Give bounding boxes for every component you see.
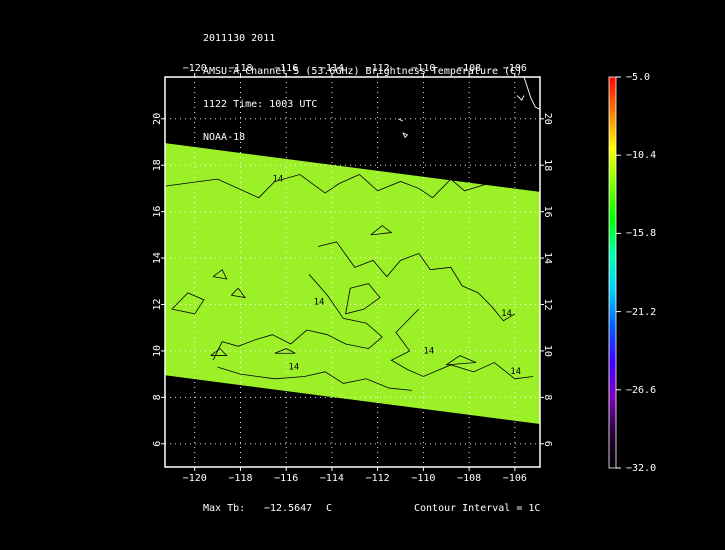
- lon-tick-label-bottom: −108: [457, 473, 481, 484]
- lon-tick-label-bottom: −112: [366, 473, 390, 484]
- lat-tick-label-left: 18: [152, 159, 163, 171]
- contour-line: [390, 308, 534, 380]
- header-time: 1122 Time: 1003 UTC: [203, 99, 318, 110]
- lat-tick-label-left: 20: [152, 113, 163, 125]
- lon-tick-label-bottom: −116: [274, 473, 298, 484]
- lat-tick-label-right: 20: [542, 113, 553, 125]
- contour-label: 14: [501, 309, 512, 319]
- lon-tick-label-top: −112: [366, 63, 390, 74]
- lon-tick-label-bottom: −110: [411, 473, 435, 484]
- lon-tick-label-bottom: −106: [503, 473, 527, 484]
- lat-tick-label-right: 12: [542, 298, 553, 310]
- brightness-swath: [165, 143, 540, 425]
- contour-line: [171, 292, 205, 315]
- lat-tick-label-left: 10: [152, 345, 163, 357]
- contour-line: [212, 269, 228, 280]
- coastline-segment: [523, 77, 540, 110]
- lon-tick-label-top: −116: [274, 63, 298, 74]
- colorbar-label-5: −26.6: [626, 385, 657, 396]
- contour-line: [231, 287, 246, 299]
- contour-label: 14: [272, 174, 283, 184]
- coastline-segment: [516, 95, 525, 101]
- axis-ticks: −120 −120 −118 −118 −116 −116 −114 −114 −112 −112…: [152, 63, 553, 484]
- lon-tick-label-bottom: −114: [320, 473, 344, 484]
- lat-tick-label-right: 16: [542, 206, 553, 218]
- lat-tick-label-right: 18: [542, 159, 553, 171]
- lon-tick-label-top: −118: [228, 63, 252, 74]
- lat-tick-label-right: 8: [542, 394, 553, 400]
- contour-line: [345, 283, 381, 315]
- lat-tick-label-left: 12: [152, 298, 163, 310]
- contour-line: [165, 174, 433, 199]
- contour-label: 14: [288, 363, 299, 373]
- contour-line: [212, 274, 383, 361]
- lon-tick-label-top: −110: [411, 63, 435, 74]
- lon-tick-label-top: −108: [457, 63, 481, 74]
- contour-line: [217, 366, 412, 391]
- lat-tick-label-left: 14: [152, 252, 163, 264]
- lat-tick-label-right: 6: [542, 441, 553, 447]
- lat-tick-label-right: 10: [542, 345, 553, 357]
- contour-lines: 14 14 14 14 14 14: [165, 174, 534, 391]
- island-outline: [398, 118, 404, 122]
- lat-lon-grid: [165, 77, 540, 467]
- lon-tick-label-top: −106: [503, 63, 527, 74]
- map-header: 2011130 2011 AMSU-A Channel 5 (53.6GHz) …: [203, 11, 522, 154]
- contour-label: 14: [314, 298, 325, 308]
- contour-line: [210, 348, 228, 356]
- colorbar-label-6: −32.0: [626, 463, 657, 474]
- lon-tick-label-bottom: −118: [228, 473, 252, 484]
- contour-line: [432, 178, 488, 198]
- lat-tick-label-left: 6: [152, 441, 163, 447]
- header-product: AMSU-A Channel 5 (53.6GHz) Brightness Te…: [203, 66, 523, 77]
- colorbar-label-2: −10.4: [626, 150, 657, 161]
- max-tb-label: Max Tb:: [203, 503, 246, 514]
- max-tb-unit: C: [326, 503, 333, 514]
- contour-line: [370, 225, 393, 236]
- contour-line: [318, 241, 516, 322]
- contour-line: [446, 355, 477, 366]
- lon-tick-label-top: −114: [320, 63, 344, 74]
- coastline: [398, 77, 540, 139]
- lat-tick-label-left: 16: [152, 206, 163, 218]
- colorbar-label-4: −21.2: [626, 307, 657, 318]
- colorbar-ticks: [616, 76, 621, 469]
- contour-line: [274, 348, 296, 354]
- header-satellite: NOAA-18: [203, 132, 246, 143]
- contour-label: 14: [510, 367, 521, 377]
- island-outline: [402, 132, 409, 139]
- contour-label: 14: [423, 346, 434, 356]
- colorbar-label-3: −15.8: [626, 228, 657, 239]
- lat-tick-label-right: 14: [542, 252, 553, 264]
- header-date: 2011130 2011: [203, 33, 276, 44]
- max-tb-value: −12.5647: [264, 503, 313, 514]
- lon-tick-label-top: −120: [183, 63, 207, 74]
- colorbar-label-1: −5.0: [626, 72, 651, 83]
- lat-tick-label-left: 8: [152, 394, 163, 400]
- lon-tick-label-bottom: −120: [183, 473, 207, 484]
- colorbar: [608, 76, 617, 469]
- contour-interval: Contour Interval = 1C: [414, 503, 541, 514]
- map-frame: [164, 76, 541, 468]
